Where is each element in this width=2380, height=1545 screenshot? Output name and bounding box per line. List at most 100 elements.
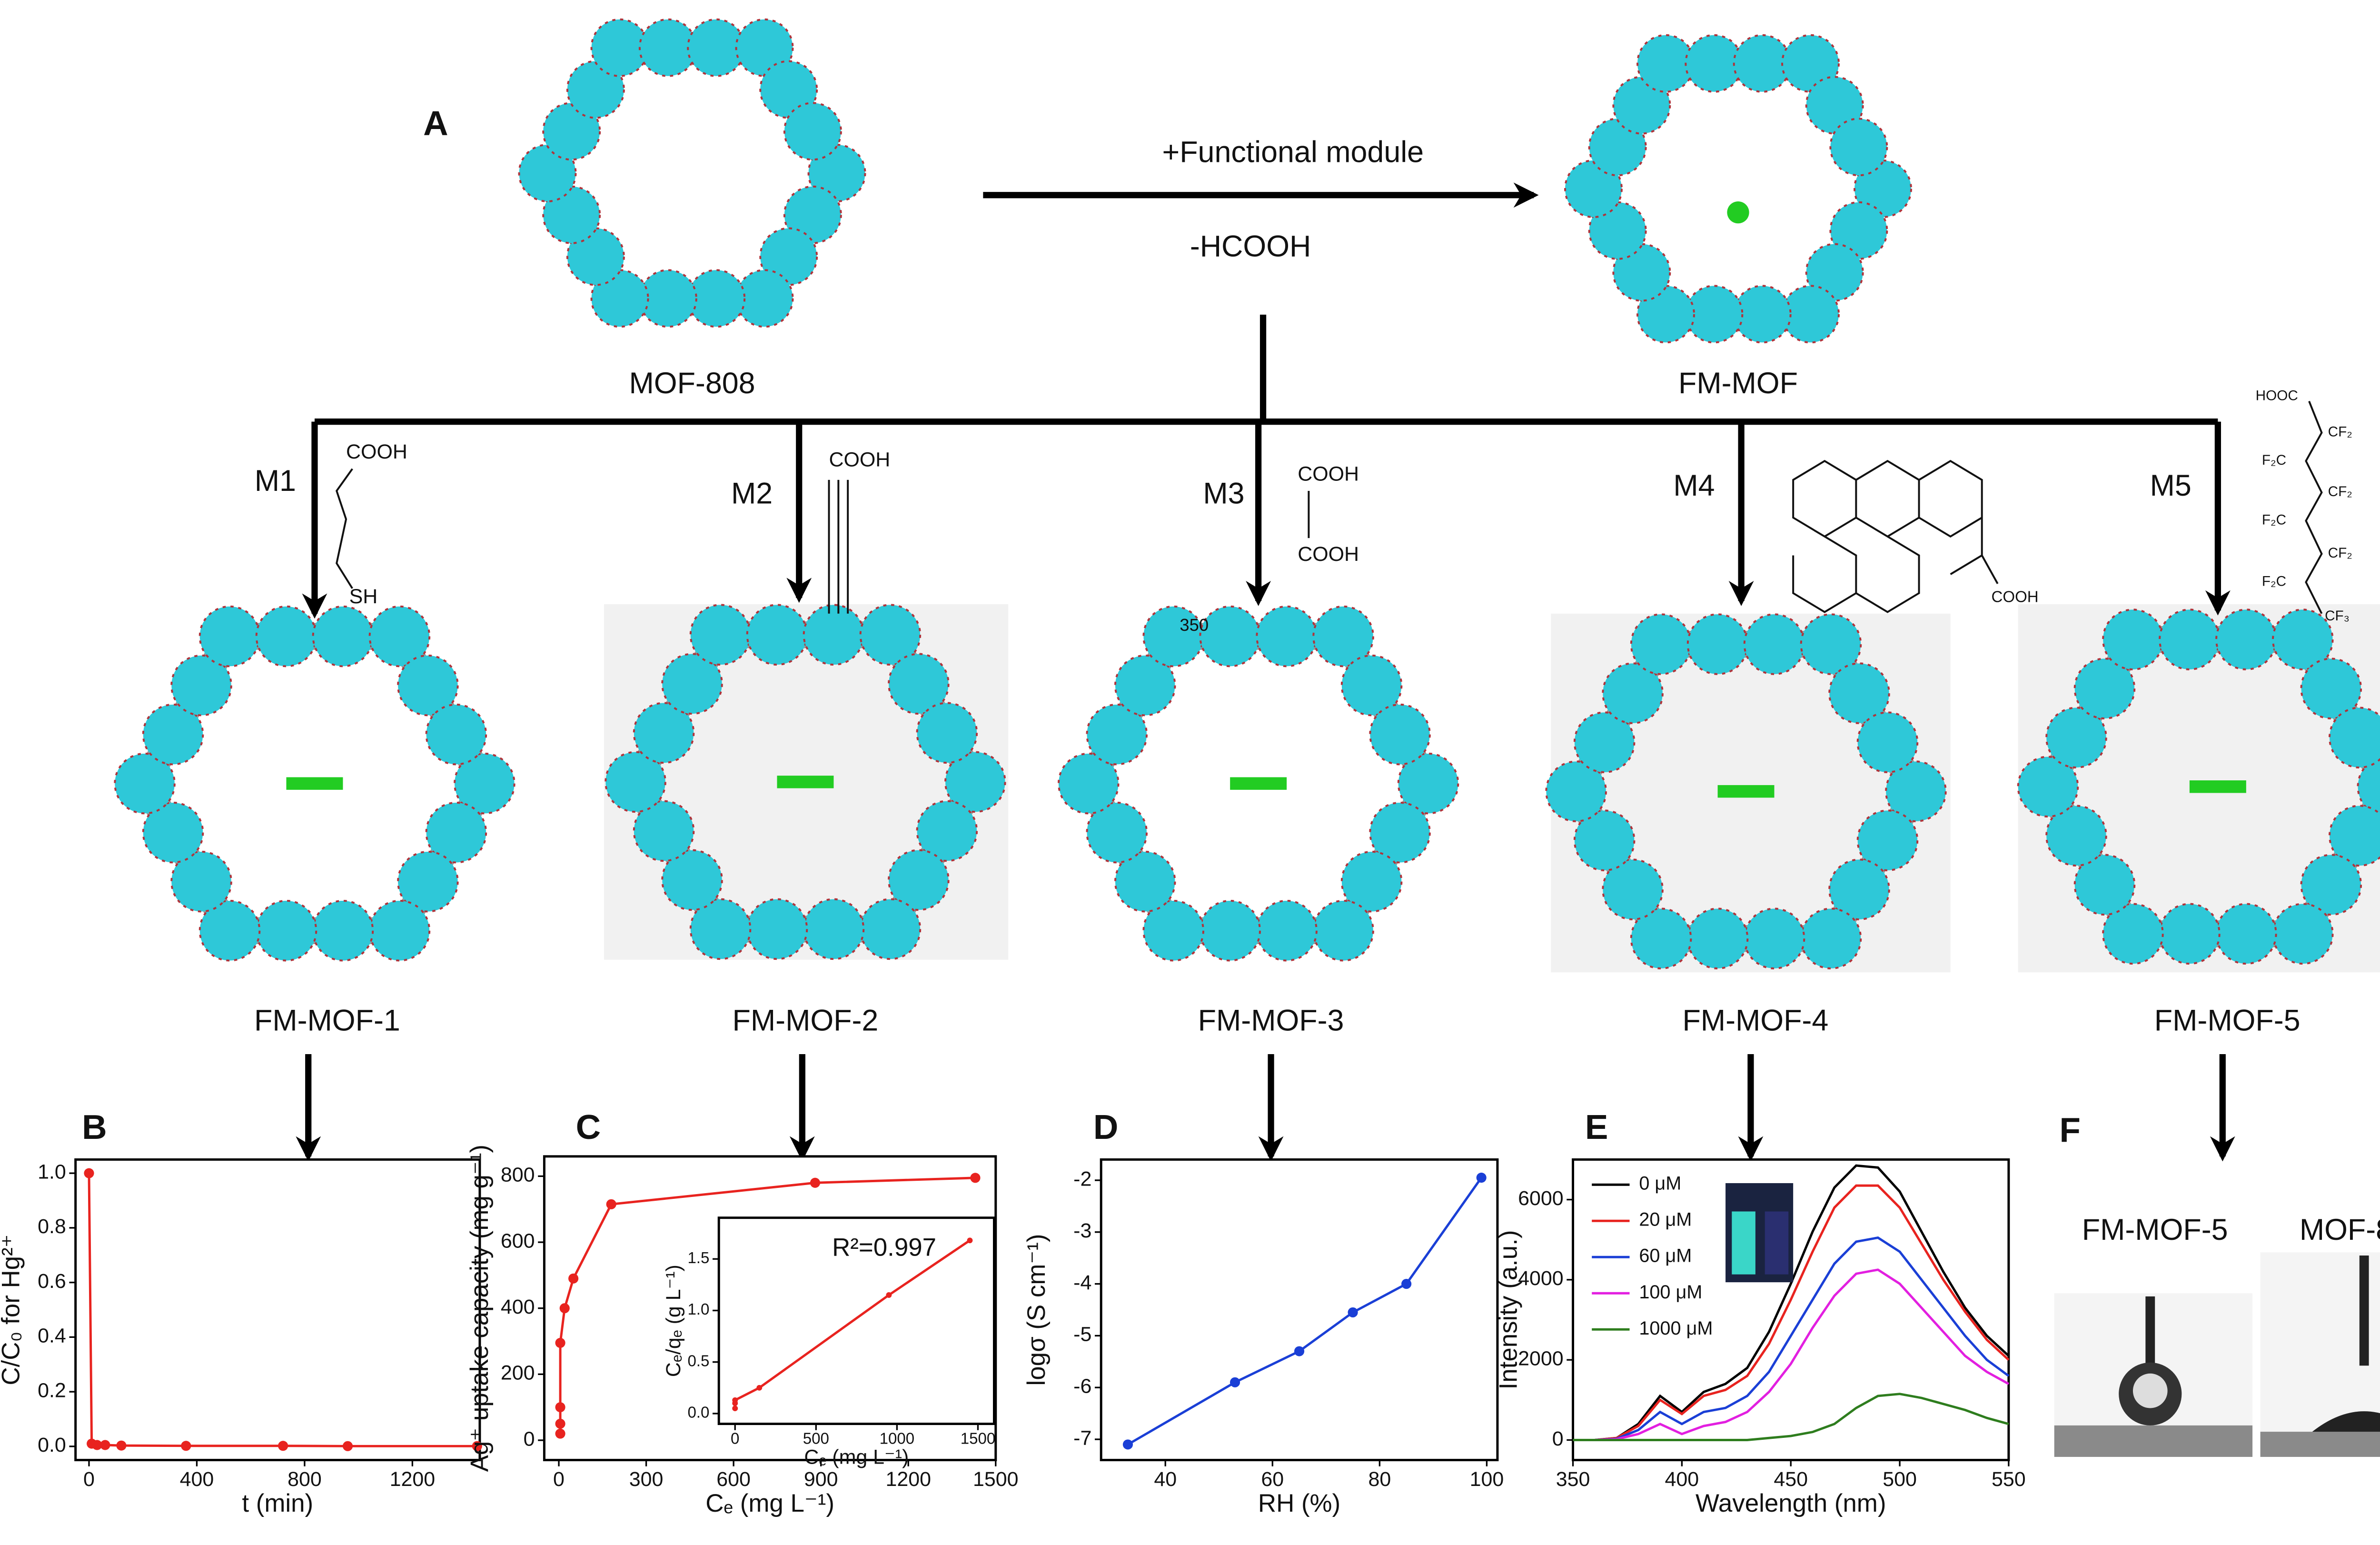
y-tick-label: 0.0 bbox=[687, 1404, 709, 1422]
cluster bbox=[1057, 752, 1120, 815]
x-tick-label: 400 bbox=[180, 1468, 214, 1491]
y-tick-label: -5 bbox=[1073, 1323, 1091, 1346]
cluster bbox=[2329, 707, 2380, 768]
cluster bbox=[1800, 907, 1862, 969]
point bbox=[181, 1441, 191, 1451]
y-tick-label: 0.6 bbox=[38, 1270, 66, 1293]
cluster bbox=[1588, 118, 1647, 177]
point bbox=[555, 1428, 565, 1439]
plot-frame bbox=[1100, 1158, 1499, 1462]
cluster bbox=[1199, 899, 1261, 962]
cluster bbox=[312, 899, 374, 962]
cluster bbox=[1630, 613, 1692, 675]
cluster bbox=[170, 654, 232, 717]
module bbox=[286, 777, 343, 790]
atom-label: CF₂ bbox=[2328, 484, 2352, 499]
arrows bbox=[296, 182, 2235, 1162]
cluster bbox=[859, 604, 922, 666]
y-tick-label: 800 bbox=[501, 1164, 535, 1186]
annotation: R²=0.997 bbox=[832, 1234, 936, 1262]
cluster bbox=[518, 144, 577, 202]
point bbox=[1348, 1307, 1358, 1317]
cluster bbox=[807, 144, 866, 202]
cluster bbox=[1686, 907, 1749, 969]
cluster bbox=[1312, 605, 1374, 668]
mof-structure bbox=[605, 604, 1006, 960]
module-label: M4 bbox=[1673, 469, 1715, 502]
cluster bbox=[2215, 608, 2277, 670]
y-tick-label: 1.0 bbox=[687, 1301, 709, 1318]
atom-label: F₂C bbox=[2262, 512, 2286, 528]
legend-label: 20 μM bbox=[1639, 1209, 1692, 1230]
atom-label: F₂C bbox=[2262, 452, 2286, 468]
y-tick-label: -6 bbox=[1073, 1375, 1091, 1398]
point bbox=[732, 1405, 738, 1412]
cluster bbox=[1743, 613, 1805, 675]
step-label: -HCOOH bbox=[1190, 230, 1311, 263]
cluster bbox=[1340, 654, 1403, 717]
vial bbox=[1732, 1211, 1755, 1275]
substrate bbox=[2260, 1432, 2380, 1457]
cluster bbox=[661, 849, 723, 911]
x-tick-label: 40 bbox=[1154, 1468, 1177, 1491]
cluster bbox=[1086, 801, 1148, 864]
x-axis-label: RH (%) bbox=[1258, 1489, 1340, 1517]
point bbox=[342, 1441, 353, 1451]
point bbox=[116, 1440, 127, 1451]
plot-frame bbox=[74, 1158, 481, 1462]
y-tick-label: -7 bbox=[1073, 1426, 1091, 1449]
cluster bbox=[2300, 854, 2362, 916]
point bbox=[555, 1337, 565, 1348]
cluster bbox=[1369, 703, 1431, 766]
cluster bbox=[1805, 76, 1864, 135]
cluster bbox=[689, 898, 752, 960]
cluster bbox=[2215, 903, 2277, 965]
cluster bbox=[803, 898, 865, 960]
atom-label: HOOC bbox=[2256, 388, 2298, 404]
legend-label: 100 μM bbox=[1639, 1282, 1702, 1303]
cluster bbox=[661, 653, 723, 715]
atom-label: SH bbox=[349, 585, 378, 608]
cluster bbox=[633, 800, 695, 862]
point bbox=[1294, 1346, 1305, 1356]
point bbox=[606, 1199, 616, 1209]
stray-label: 350 bbox=[1180, 615, 1209, 635]
mof-label: MOF-808 bbox=[629, 367, 755, 400]
y-tick-label: 0.8 bbox=[38, 1215, 66, 1238]
y-tick-label: 600 bbox=[501, 1229, 535, 1252]
point bbox=[92, 1440, 102, 1450]
x-tick-label: 60 bbox=[1261, 1468, 1284, 1491]
x-tick-label: 400 bbox=[1665, 1468, 1699, 1491]
atom-label: CF₃ bbox=[2325, 608, 2350, 624]
cluster bbox=[1829, 118, 1888, 177]
panel-label: F bbox=[2060, 1111, 2081, 1149]
droplet-glare bbox=[2132, 1373, 2168, 1408]
cluster bbox=[1800, 613, 1862, 675]
substrate bbox=[2054, 1425, 2253, 1457]
point bbox=[970, 1173, 981, 1183]
cluster bbox=[1686, 613, 1749, 675]
cluster bbox=[1805, 243, 1864, 302]
module bbox=[1727, 201, 1749, 224]
mof-structure bbox=[2017, 608, 2380, 965]
cluster bbox=[2159, 903, 2221, 965]
product-label: FM-MOF-2 bbox=[733, 1004, 879, 1037]
y-tick-label: 400 bbox=[501, 1296, 535, 1318]
cluster bbox=[2017, 756, 2079, 818]
cluster bbox=[735, 18, 794, 77]
module bbox=[777, 776, 834, 788]
cluster bbox=[1397, 752, 1459, 815]
cluster bbox=[2272, 903, 2334, 965]
cluster bbox=[1588, 201, 1647, 260]
cluster bbox=[425, 801, 487, 864]
cluster bbox=[397, 654, 459, 717]
x-tick-label: 1500 bbox=[973, 1468, 1019, 1491]
cluster bbox=[255, 899, 317, 962]
cluster bbox=[1086, 703, 1148, 766]
point bbox=[756, 1385, 763, 1391]
cluster bbox=[542, 102, 601, 161]
cluster bbox=[859, 898, 922, 960]
cluster bbox=[1199, 605, 1261, 668]
